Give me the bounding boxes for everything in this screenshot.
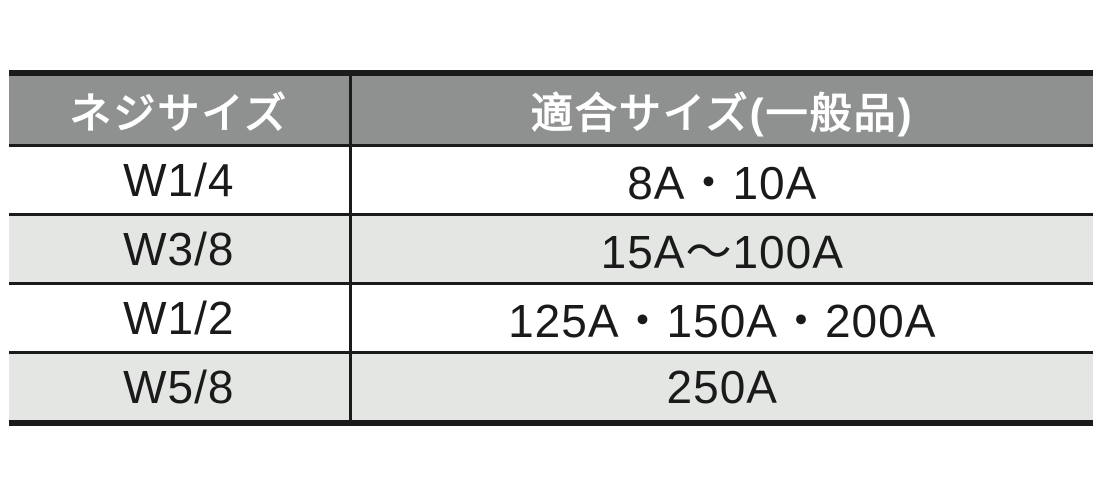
table-row: W1/2 125A・150A・200A	[9, 282, 1093, 353]
table-header: ネジサイズ 適合サイズ(一般品)	[9, 73, 1093, 146]
table-row: W1/4 8A・10A	[9, 144, 1093, 215]
size-table-figure: ネジサイズ 適合サイズ(一般品) W1/4 8A・10A W3/8 15A～10…	[9, 70, 1093, 426]
cell-screw-size: W3/8	[9, 213, 352, 284]
cell-compatible-size: 125A・150A・200A	[350, 282, 1093, 353]
cell-screw-size: W5/8	[9, 351, 352, 423]
cell-compatible-size: 250A	[350, 351, 1093, 423]
cell-compatible-size: 8A・10A	[350, 144, 1093, 215]
screw-size-table: ネジサイズ 適合サイズ(一般品) W1/4 8A・10A W3/8 15A～10…	[9, 70, 1093, 426]
table-row: W3/8 15A～100A	[9, 213, 1093, 284]
cell-screw-size: W1/4	[9, 144, 352, 215]
col-header-screw-size: ネジサイズ	[9, 73, 352, 146]
cell-compatible-size: 15A～100A	[350, 213, 1093, 284]
col-header-compatible-size: 適合サイズ(一般品)	[350, 73, 1093, 146]
table-row: W5/8 250A	[9, 351, 1093, 423]
table-body: W1/4 8A・10A W3/8 15A～100A W1/2 125A・150A…	[9, 144, 1093, 423]
cell-screw-size: W1/2	[9, 282, 352, 353]
header-row: ネジサイズ 適合サイズ(一般品)	[9, 73, 1093, 146]
